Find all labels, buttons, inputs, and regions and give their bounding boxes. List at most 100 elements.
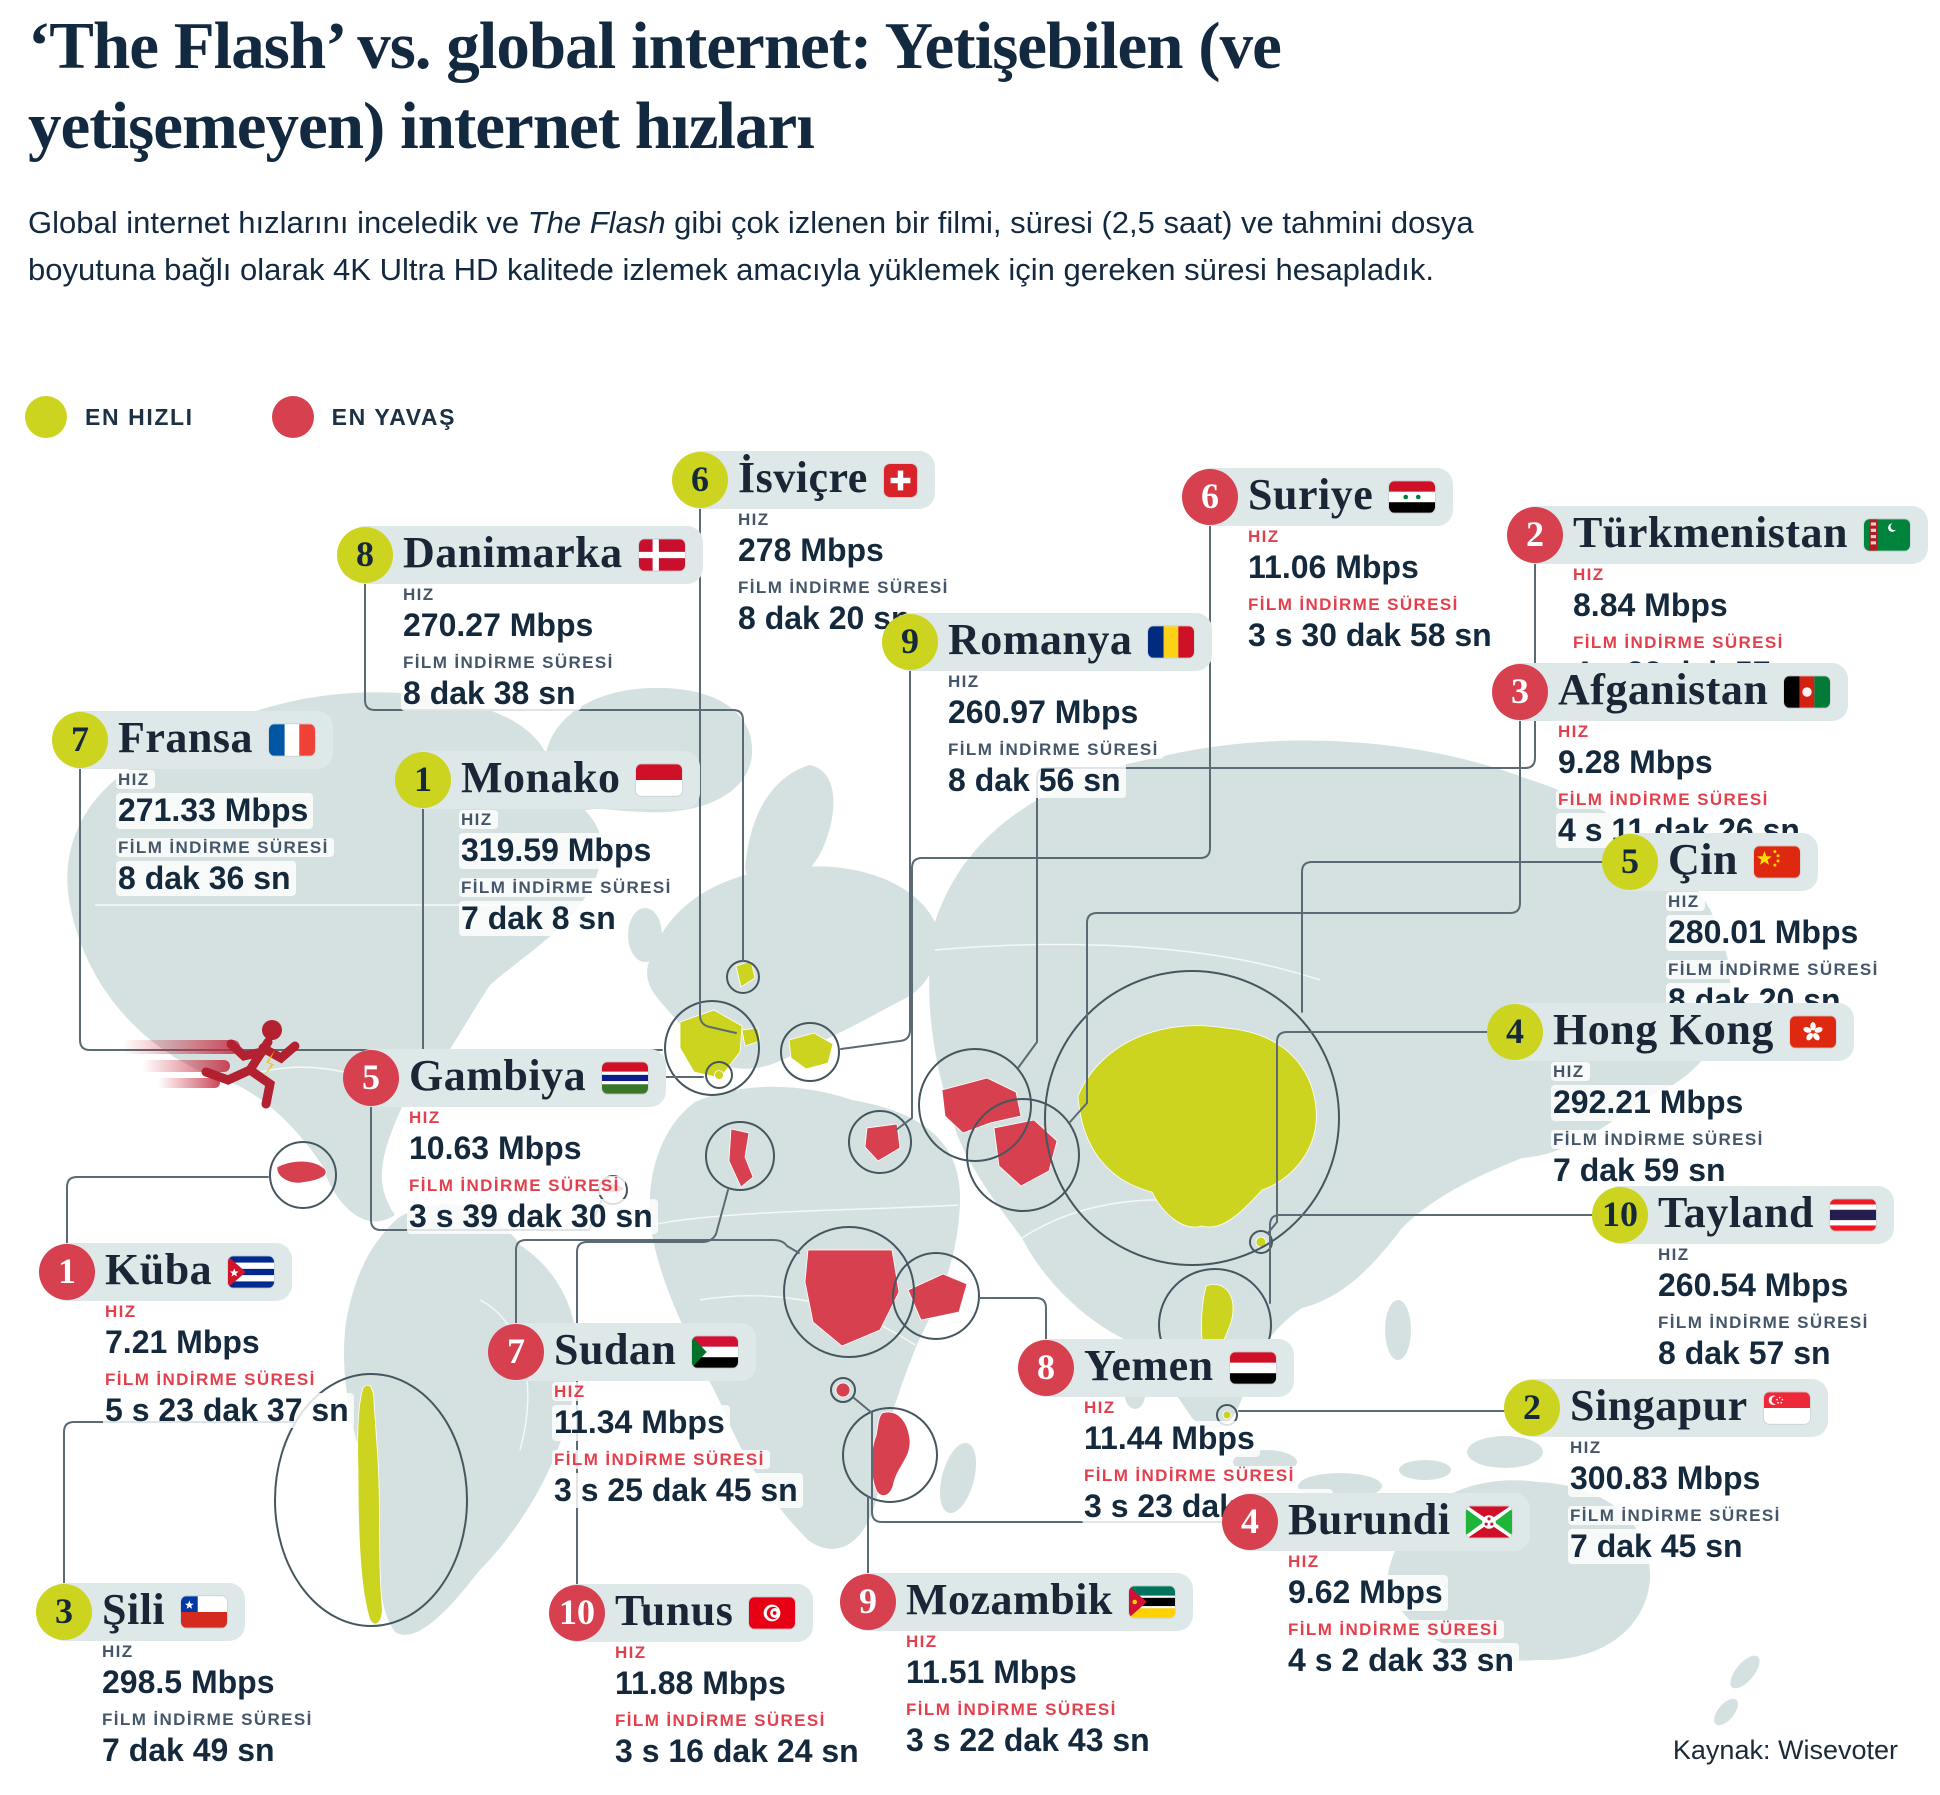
download-value: 4 s 2 dak 33 sn	[1286, 1642, 1519, 1679]
download-label: FİLM İNDİRME SÜRESİ	[1082, 1465, 1300, 1485]
flag-mozambik-icon	[1128, 1586, 1175, 1618]
country-name: Afganistan	[1558, 664, 1769, 714]
map-circles	[269, 960, 1340, 1627]
download-label: FİLM İNDİRME SÜRESİ	[1286, 1619, 1504, 1639]
rank-badge: 10	[549, 1585, 605, 1641]
download-label: FİLM İNDİRME SÜRESİ	[1556, 789, 1774, 809]
download-label: FİLM İNDİRME SÜRESİ	[100, 1709, 318, 1729]
download-label: FİLM İNDİRME SÜRESİ	[552, 1449, 770, 1469]
flag-kuba-icon	[228, 1256, 275, 1288]
flag-tunus-icon	[749, 1597, 796, 1629]
speed-value: 260.97 Mbps	[946, 695, 1144, 731]
country-pill: Romanya	[894, 613, 1213, 671]
speed-label: HIZ	[1656, 1245, 1695, 1264]
country-pill: Gambiya	[355, 1049, 667, 1107]
country-details: HIZ 278 Mbps FİLM İNDİRME SÜRESİ 8 dak 2…	[736, 510, 954, 645]
flag-tayland-icon	[1829, 1199, 1876, 1231]
country-name: Hong Kong	[1553, 1004, 1774, 1054]
speed-value: 298.5 Mbps	[100, 1665, 280, 1701]
legend-item-slowest: EN YAVAŞ	[271, 396, 456, 438]
country-name: Şili	[102, 1584, 166, 1634]
speed-value: 278 Mbps	[736, 533, 889, 569]
speed-value: 270.27 Mbps	[401, 608, 599, 644]
page-title-line1: ‘The Flash’ vs. global internet: Yetişeb…	[28, 9, 1282, 83]
country-name: Tunus	[615, 1585, 734, 1635]
download-label: FİLM İNDİRME SÜRESİ	[116, 837, 334, 857]
rank-badge: 9	[840, 1574, 896, 1630]
rank-badge: 8	[337, 527, 393, 583]
country-name: Danimarka	[403, 527, 623, 577]
country-details: HIZ 7.21 Mbps FİLM İNDİRME SÜRESİ 5 s 23…	[103, 1302, 354, 1437]
download-label: FİLM İNDİRME SÜRESİ	[1551, 1129, 1769, 1149]
flag-fransa-icon	[269, 724, 315, 756]
country-details: HIZ 300.83 Mbps FİLM İNDİRME SÜRESİ 7 da…	[1568, 1438, 1786, 1573]
fastest-dot-icon	[25, 396, 67, 438]
speed-value: 319.59 Mbps	[459, 833, 657, 869]
speed-label: HIZ	[904, 1632, 943, 1651]
speed-label: HIZ	[1666, 892, 1705, 911]
rank-badge: 9	[882, 614, 938, 670]
country-name: Fransa	[118, 712, 253, 762]
rank-badge: 3	[1492, 664, 1548, 720]
country-pill: Afganistan	[1504, 663, 1849, 721]
speed-value: 11.06 Mbps	[1246, 550, 1424, 586]
download-label: FİLM İNDİRME SÜRESİ	[613, 1710, 831, 1730]
speed-value: 10.63 Mbps	[407, 1131, 587, 1167]
country-details: HIZ 298.5 Mbps FİLM İNDİRME SÜRESİ 7 dak…	[100, 1642, 318, 1777]
country-details: HIZ 319.59 Mbps FİLM İNDİRME SÜRESİ 7 da…	[459, 810, 677, 945]
speed-label: HIZ	[1082, 1398, 1121, 1417]
country-details: HIZ 270.27 Mbps FİLM İNDİRME SÜRESİ 8 da…	[401, 585, 619, 720]
download-value: 8 dak 56 sn	[946, 762, 1126, 799]
rank-badge: 3	[36, 1584, 92, 1640]
country-name: Küba	[105, 1244, 213, 1294]
page-subtitle: Global internet hızlarını inceledik ve T…	[28, 205, 1474, 287]
speed-label: HIZ	[552, 1382, 591, 1401]
speed-value: 11.51 Mbps	[904, 1655, 1082, 1691]
rank-badge: 1	[39, 1244, 95, 1300]
download-label: FİLM İNDİRME SÜRESİ	[1568, 1505, 1786, 1525]
download-label: FİLM İNDİRME SÜRESİ	[103, 1369, 321, 1389]
country-name: Mozambik	[906, 1574, 1113, 1624]
rank-badge: 10	[1592, 1187, 1648, 1243]
page-title-line2: yetişemeyen) internet hızları	[28, 89, 815, 164]
country-details: HIZ 260.54 Mbps FİLM İNDİRME SÜRESİ 8 da…	[1656, 1245, 1874, 1380]
country-pill: Hong Kong	[1499, 1003, 1854, 1061]
download-label: FİLM İNDİRME SÜRESİ	[459, 877, 677, 897]
flag-hong-kong-icon	[1789, 1016, 1836, 1048]
speed-label: HIZ	[1571, 565, 1610, 584]
country-details: HIZ 260.97 Mbps FİLM İNDİRME SÜRESİ 8 da…	[946, 672, 1164, 807]
country-pill: Burundi	[1234, 1493, 1531, 1551]
flag-singapur-icon	[1763, 1392, 1810, 1424]
country-details: HIZ 9.62 Mbps FİLM İNDİRME SÜRESİ 4 s 2 …	[1286, 1552, 1519, 1687]
speed-label: HIZ	[100, 1642, 139, 1661]
country-name: Çin	[1668, 834, 1738, 884]
rank-badge: 5	[1602, 834, 1658, 890]
flag-yemen-icon	[1229, 1352, 1276, 1384]
download-label: FİLM İNDİRME SÜRESİ	[1666, 959, 1884, 979]
speed-label: HIZ	[1551, 1062, 1590, 1081]
country-name: Yemen	[1084, 1340, 1214, 1390]
rank-badge: 4	[1222, 1494, 1278, 1550]
speed-value: 11.88 Mbps	[613, 1666, 791, 1702]
country-details: HIZ 11.51 Mbps FİLM İNDİRME SÜRESİ 3 s 2…	[904, 1632, 1155, 1767]
download-value: 8 dak 36 sn	[116, 860, 296, 897]
download-value: 8 dak 57 sn	[1656, 1335, 1836, 1372]
download-value: 3 s 25 dak 45 sn	[552, 1472, 803, 1509]
speed-value: 292.21 Mbps	[1551, 1085, 1749, 1121]
country-details: HIZ 11.06 Mbps FİLM İNDİRME SÜRESİ 3 s 3…	[1246, 527, 1497, 662]
speed-value: 11.44 Mbps	[1082, 1421, 1260, 1457]
rank-badge: 2	[1507, 507, 1563, 563]
rank-badge: 7	[488, 1324, 544, 1380]
download-label: FİLM İNDİRME SÜRESİ	[407, 1175, 625, 1195]
speed-label: HIZ	[116, 770, 155, 789]
legend-item-fastest: EN HIZLI	[25, 396, 194, 438]
download-value: 7 dak 45 sn	[1568, 1528, 1748, 1565]
speed-value: 8.84 Mbps	[1571, 588, 1733, 624]
speed-label: HIZ	[946, 672, 985, 691]
flag-burundi-icon	[1466, 1506, 1513, 1538]
speed-label: HIZ	[459, 810, 498, 829]
speed-label: HIZ	[1286, 1552, 1325, 1571]
country-name: Tayland	[1658, 1187, 1814, 1237]
country-pill: Monako	[407, 751, 701, 809]
speed-label: HIZ	[1568, 1438, 1607, 1457]
